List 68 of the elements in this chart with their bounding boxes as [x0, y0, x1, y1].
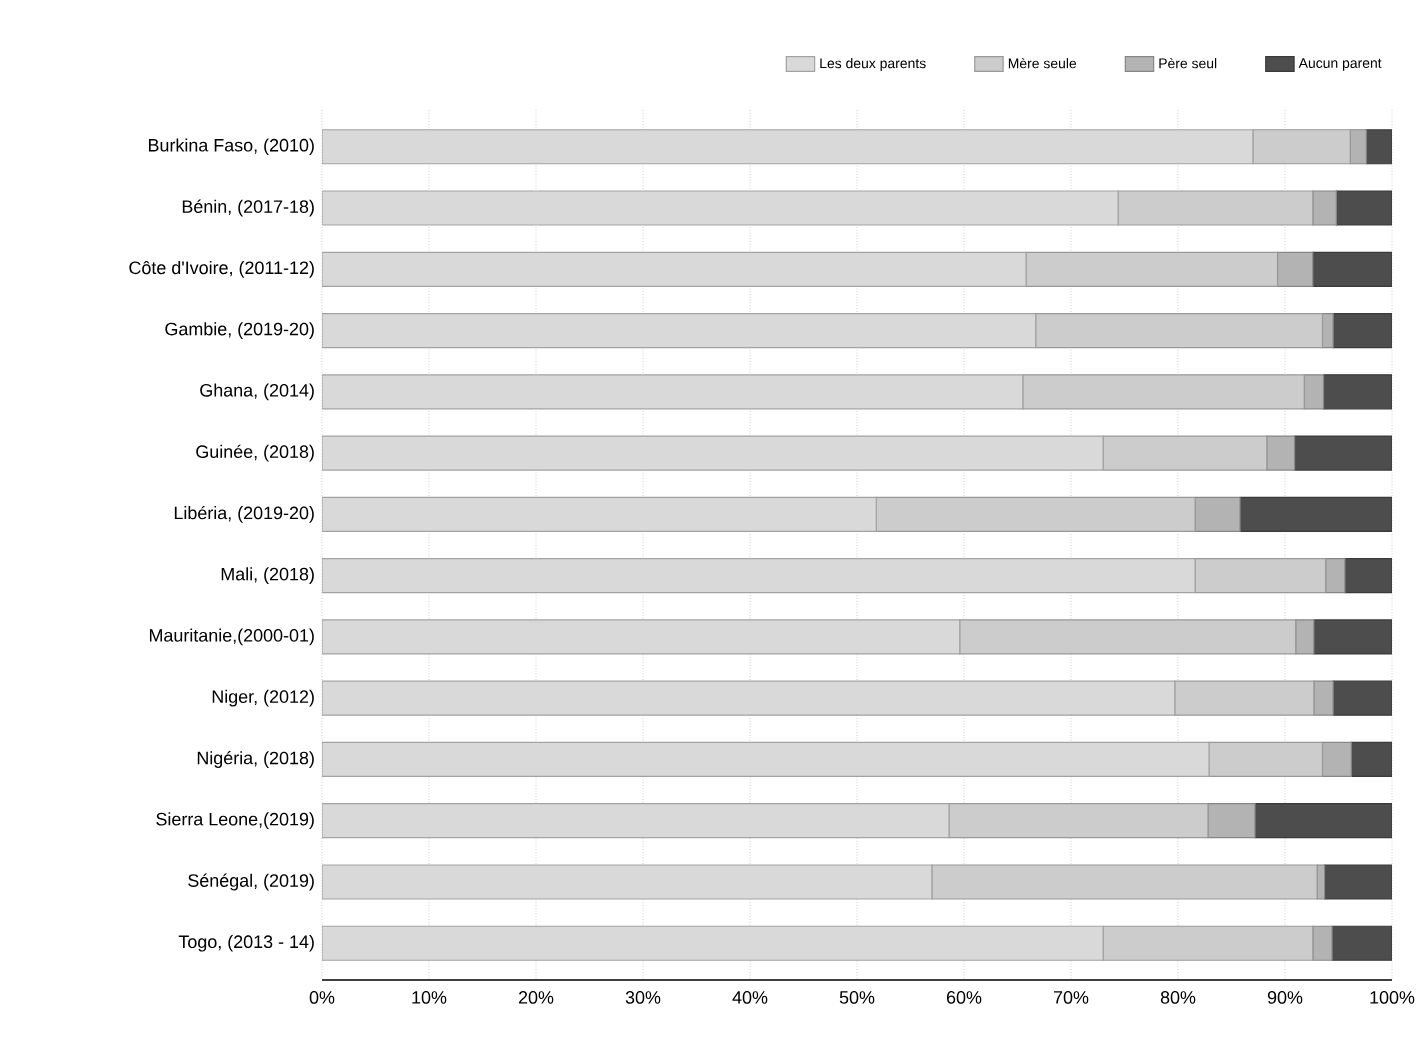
- y-tick-label: Burkina Faso, (2010): [148, 138, 314, 156]
- x-tick-label: 90%: [1267, 991, 1303, 1004]
- y-tick-label: Côte d'Ivoire, (2011-12): [129, 260, 314, 278]
- bar: [1266, 435, 1296, 471]
- bar: [322, 190, 1119, 226]
- bar: [1254, 803, 1393, 839]
- bar: [1313, 619, 1393, 655]
- bar: [322, 680, 1176, 716]
- bar: [1207, 803, 1256, 839]
- bar: [1303, 374, 1325, 410]
- x-tick-label: 0%: [309, 991, 335, 1004]
- y-tick-label: Guinée, (2018): [196, 444, 314, 462]
- bar: [1325, 558, 1346, 594]
- x-tick-label: 80%: [1160, 991, 1196, 1004]
- y-tick-label: Nigéria, (2018): [197, 750, 314, 768]
- bar: [1276, 251, 1314, 287]
- bar: [1321, 312, 1334, 349]
- bar: [322, 435, 1104, 471]
- bar: [322, 312, 1037, 349]
- y-tick-label: Togo, (2013 - 14): [178, 934, 314, 952]
- y-tick-label: Ghana, (2014): [200, 383, 314, 401]
- bar: [322, 374, 1024, 410]
- bar: [1365, 129, 1393, 165]
- x-tick-label: 10%: [412, 991, 447, 1004]
- bar: [1194, 496, 1241, 532]
- x-tick-label: 50%: [839, 991, 875, 1004]
- y-tick-label: Bénin, (2017-18): [182, 199, 314, 217]
- bar: [1324, 864, 1393, 900]
- bar: [322, 803, 950, 839]
- x-tick-label: 70%: [1053, 991, 1089, 1004]
- bar: [322, 619, 961, 655]
- bar: [1313, 680, 1334, 716]
- bar: [1332, 680, 1393, 716]
- y-tick-label: Mali, (2018): [221, 567, 314, 584]
- bar: [322, 925, 1104, 961]
- bar: [948, 803, 1209, 839]
- bar: [1295, 619, 1315, 655]
- y-tick-label: Sierra Leone,(2019): [156, 812, 314, 830]
- bar: [1312, 190, 1337, 226]
- bar: [1239, 496, 1393, 532]
- x-tick-label: 20%: [518, 991, 554, 1004]
- bar: [322, 558, 1196, 594]
- bar: [1312, 251, 1393, 287]
- bar: [322, 864, 933, 900]
- y-tick-label: Niger, (2012): [212, 689, 314, 707]
- y-tick-label: Mauritanie,(2000-01): [149, 628, 314, 646]
- bar: [1344, 558, 1393, 594]
- y-tick-label: Libéria, (2019-20): [174, 505, 314, 523]
- bar: [1331, 925, 1393, 961]
- bar: [322, 251, 1027, 287]
- bar: [1332, 312, 1393, 349]
- bar: [1312, 925, 1333, 961]
- x-tick-label: 100%: [1370, 991, 1415, 1004]
- y-tick-label: Sénégal, (2019): [188, 873, 314, 891]
- bar: [1335, 190, 1393, 226]
- bar: [322, 741, 1210, 778]
- bar: [875, 496, 1196, 532]
- x-tick-label: 60%: [946, 991, 982, 1004]
- bar: [1350, 741, 1393, 778]
- x-tick-label: 40%: [732, 991, 768, 1004]
- bar: [1322, 374, 1393, 410]
- bar: [1321, 741, 1352, 778]
- bar: [322, 129, 1254, 165]
- x-tick-label: 30%: [625, 991, 661, 1004]
- bar: [1294, 435, 1393, 471]
- y-tick-label: Gambie, (2019-20): [165, 322, 314, 339]
- bar: [322, 496, 877, 532]
- bar: [1349, 129, 1367, 165]
